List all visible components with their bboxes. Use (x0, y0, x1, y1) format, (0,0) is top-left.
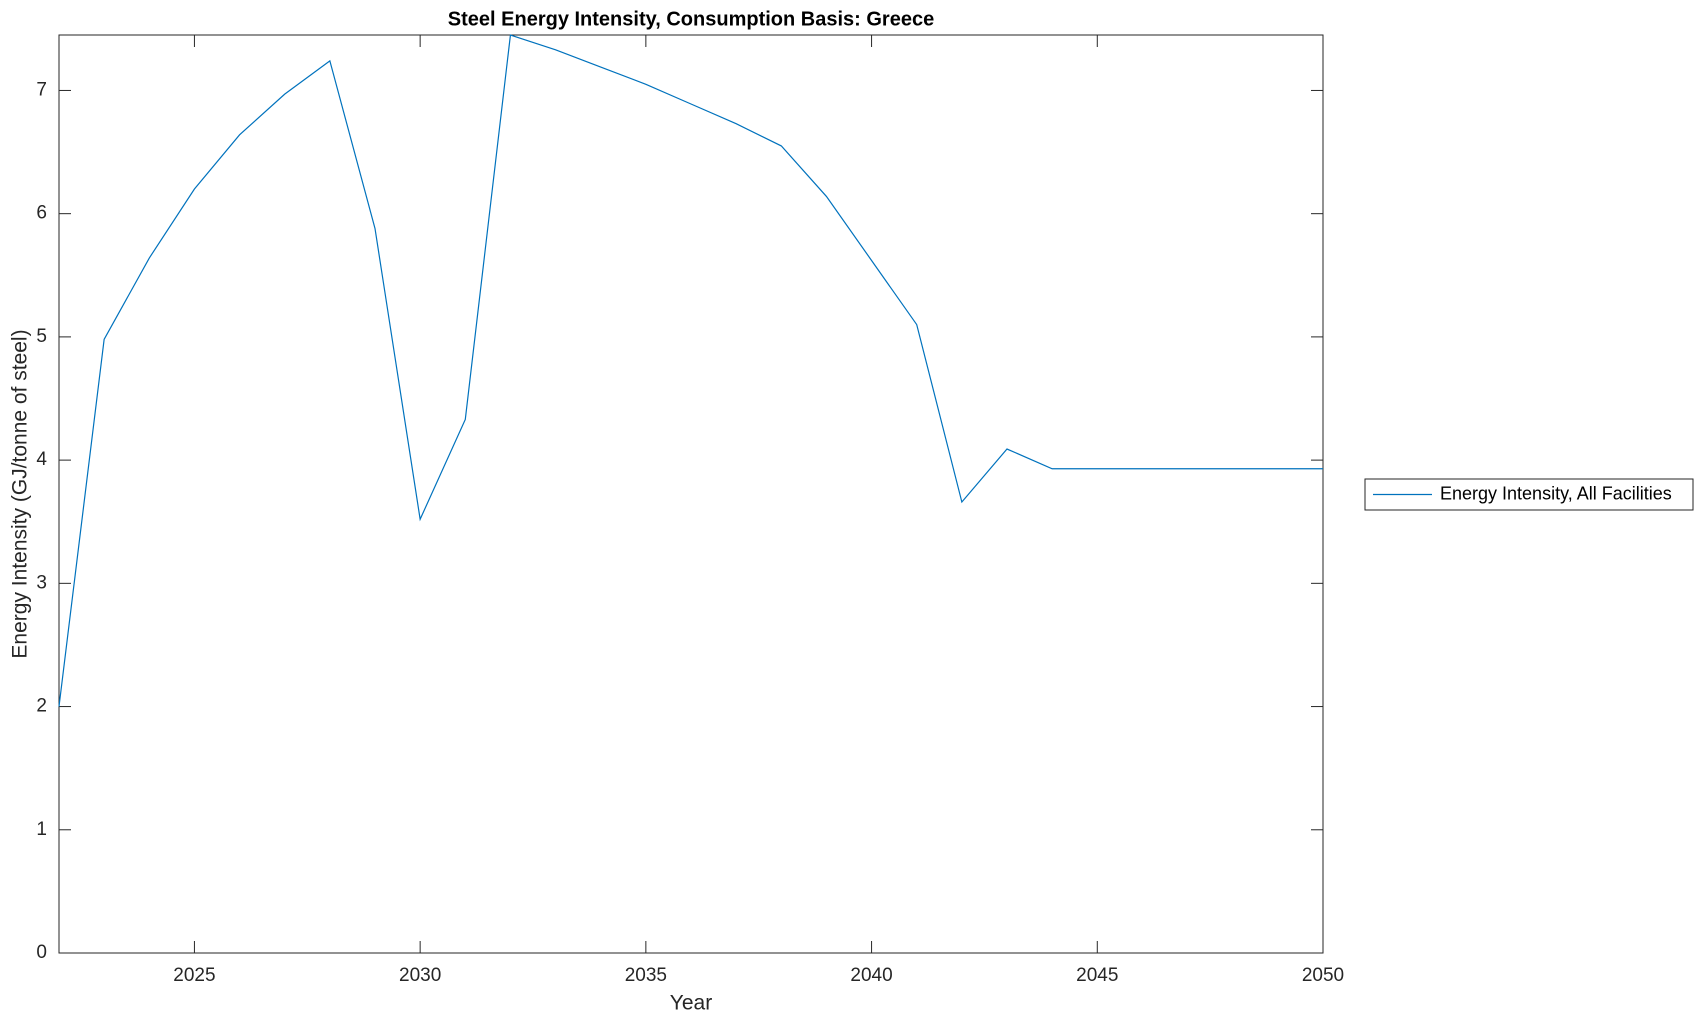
x-tick-label: 2040 (850, 965, 892, 986)
y-tick-label: 5 (36, 326, 47, 347)
x-tick-label: 2050 (1302, 965, 1344, 986)
y-tick-label: 3 (36, 572, 47, 593)
x-tick-label: 2030 (399, 965, 441, 986)
x-tick-label: 2025 (173, 965, 215, 986)
plot-area (58, 34, 1324, 954)
x-axis-label: Year (670, 992, 712, 1015)
x-tick-label: 2035 (625, 965, 667, 986)
y-tick-label: 7 (36, 79, 47, 100)
y-tick-label: 0 (36, 942, 47, 963)
y-tick-label: 4 (36, 449, 47, 470)
x-tick-label: 2045 (1076, 965, 1118, 986)
y-tick-label: 6 (36, 203, 47, 224)
legend-label: Energy Intensity, All Facilities (1440, 483, 1672, 503)
data-line (58, 34, 1323, 707)
y-axis-label: Energy Intensity (GJ/tonne of steel) (9, 329, 32, 658)
y-tick-label: 2 (36, 696, 47, 717)
chart-title: Steel Energy Intensity, Consumption Basi… (448, 8, 934, 30)
y-tick-label: 1 (36, 819, 47, 840)
